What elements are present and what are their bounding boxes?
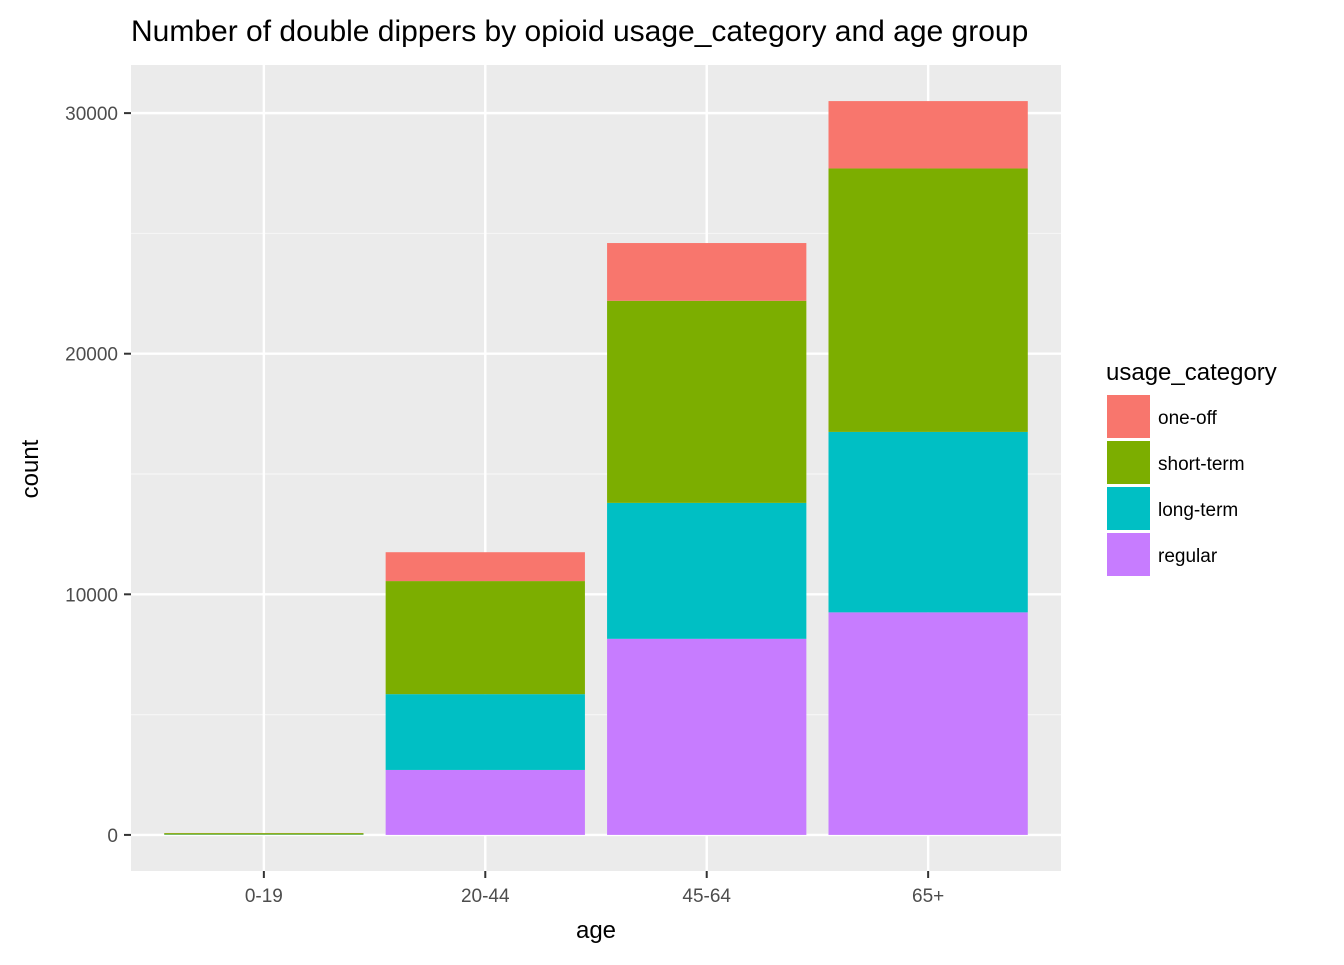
x-tick-label: 0-19 — [245, 886, 283, 907]
legend-label-regular: regular — [1158, 546, 1218, 567]
bar-segment-short-term-20-44 — [386, 581, 585, 694]
y-tick-label: 10000 — [65, 585, 118, 606]
bar-segment-long-term-65+ — [829, 432, 1028, 612]
bar-segment-short-term-65+ — [829, 168, 1028, 431]
x-tick-label: 20-44 — [461, 886, 510, 907]
bar-segment-one-off-20-44 — [386, 552, 585, 581]
y-tick-label: 0 — [107, 826, 118, 847]
bar-segment-long-term-20-44 — [386, 694, 585, 770]
legend-swatch-one-off — [1107, 395, 1150, 438]
legend-title: usage_category — [1106, 359, 1277, 386]
y-axis-title: count — [17, 439, 44, 498]
bar-segment-one-off-45-64 — [607, 243, 806, 301]
bar-segment-regular-45-64 — [607, 639, 806, 835]
legend-label-one-off: one-off — [1158, 408, 1218, 429]
bar-segment-long-term-45-64 — [607, 503, 806, 639]
legend-swatch-long-term — [1107, 487, 1150, 530]
bar-segment-one-off-65+ — [829, 101, 1028, 168]
bar-segment-short-term-45-64 — [607, 301, 806, 503]
bar-segment-short-term-0-19 — [164, 833, 363, 834]
bar-segment-regular-65+ — [829, 612, 1028, 835]
x-tick-label: 65+ — [912, 886, 944, 907]
bar-segment-regular-20-44 — [386, 770, 585, 835]
legend: usage_category one-off short-term long-ter… — [1106, 359, 1277, 576]
chart-title: Number of double dippers by opioid usage… — [131, 15, 1028, 48]
legend-swatch-short-term — [1107, 441, 1150, 484]
legend-label-long-term: long-term — [1158, 500, 1238, 521]
legend-swatch-regular — [1107, 533, 1150, 576]
legend-items: one-off short-term long-term regular — [1107, 395, 1245, 576]
legend-label-short-term: short-term — [1158, 454, 1245, 475]
x-tick-label: 45-64 — [682, 886, 731, 907]
x-axis-title: age — [576, 917, 616, 944]
y-tick-label: 20000 — [65, 345, 118, 366]
y-tick-label: 30000 — [65, 104, 118, 125]
